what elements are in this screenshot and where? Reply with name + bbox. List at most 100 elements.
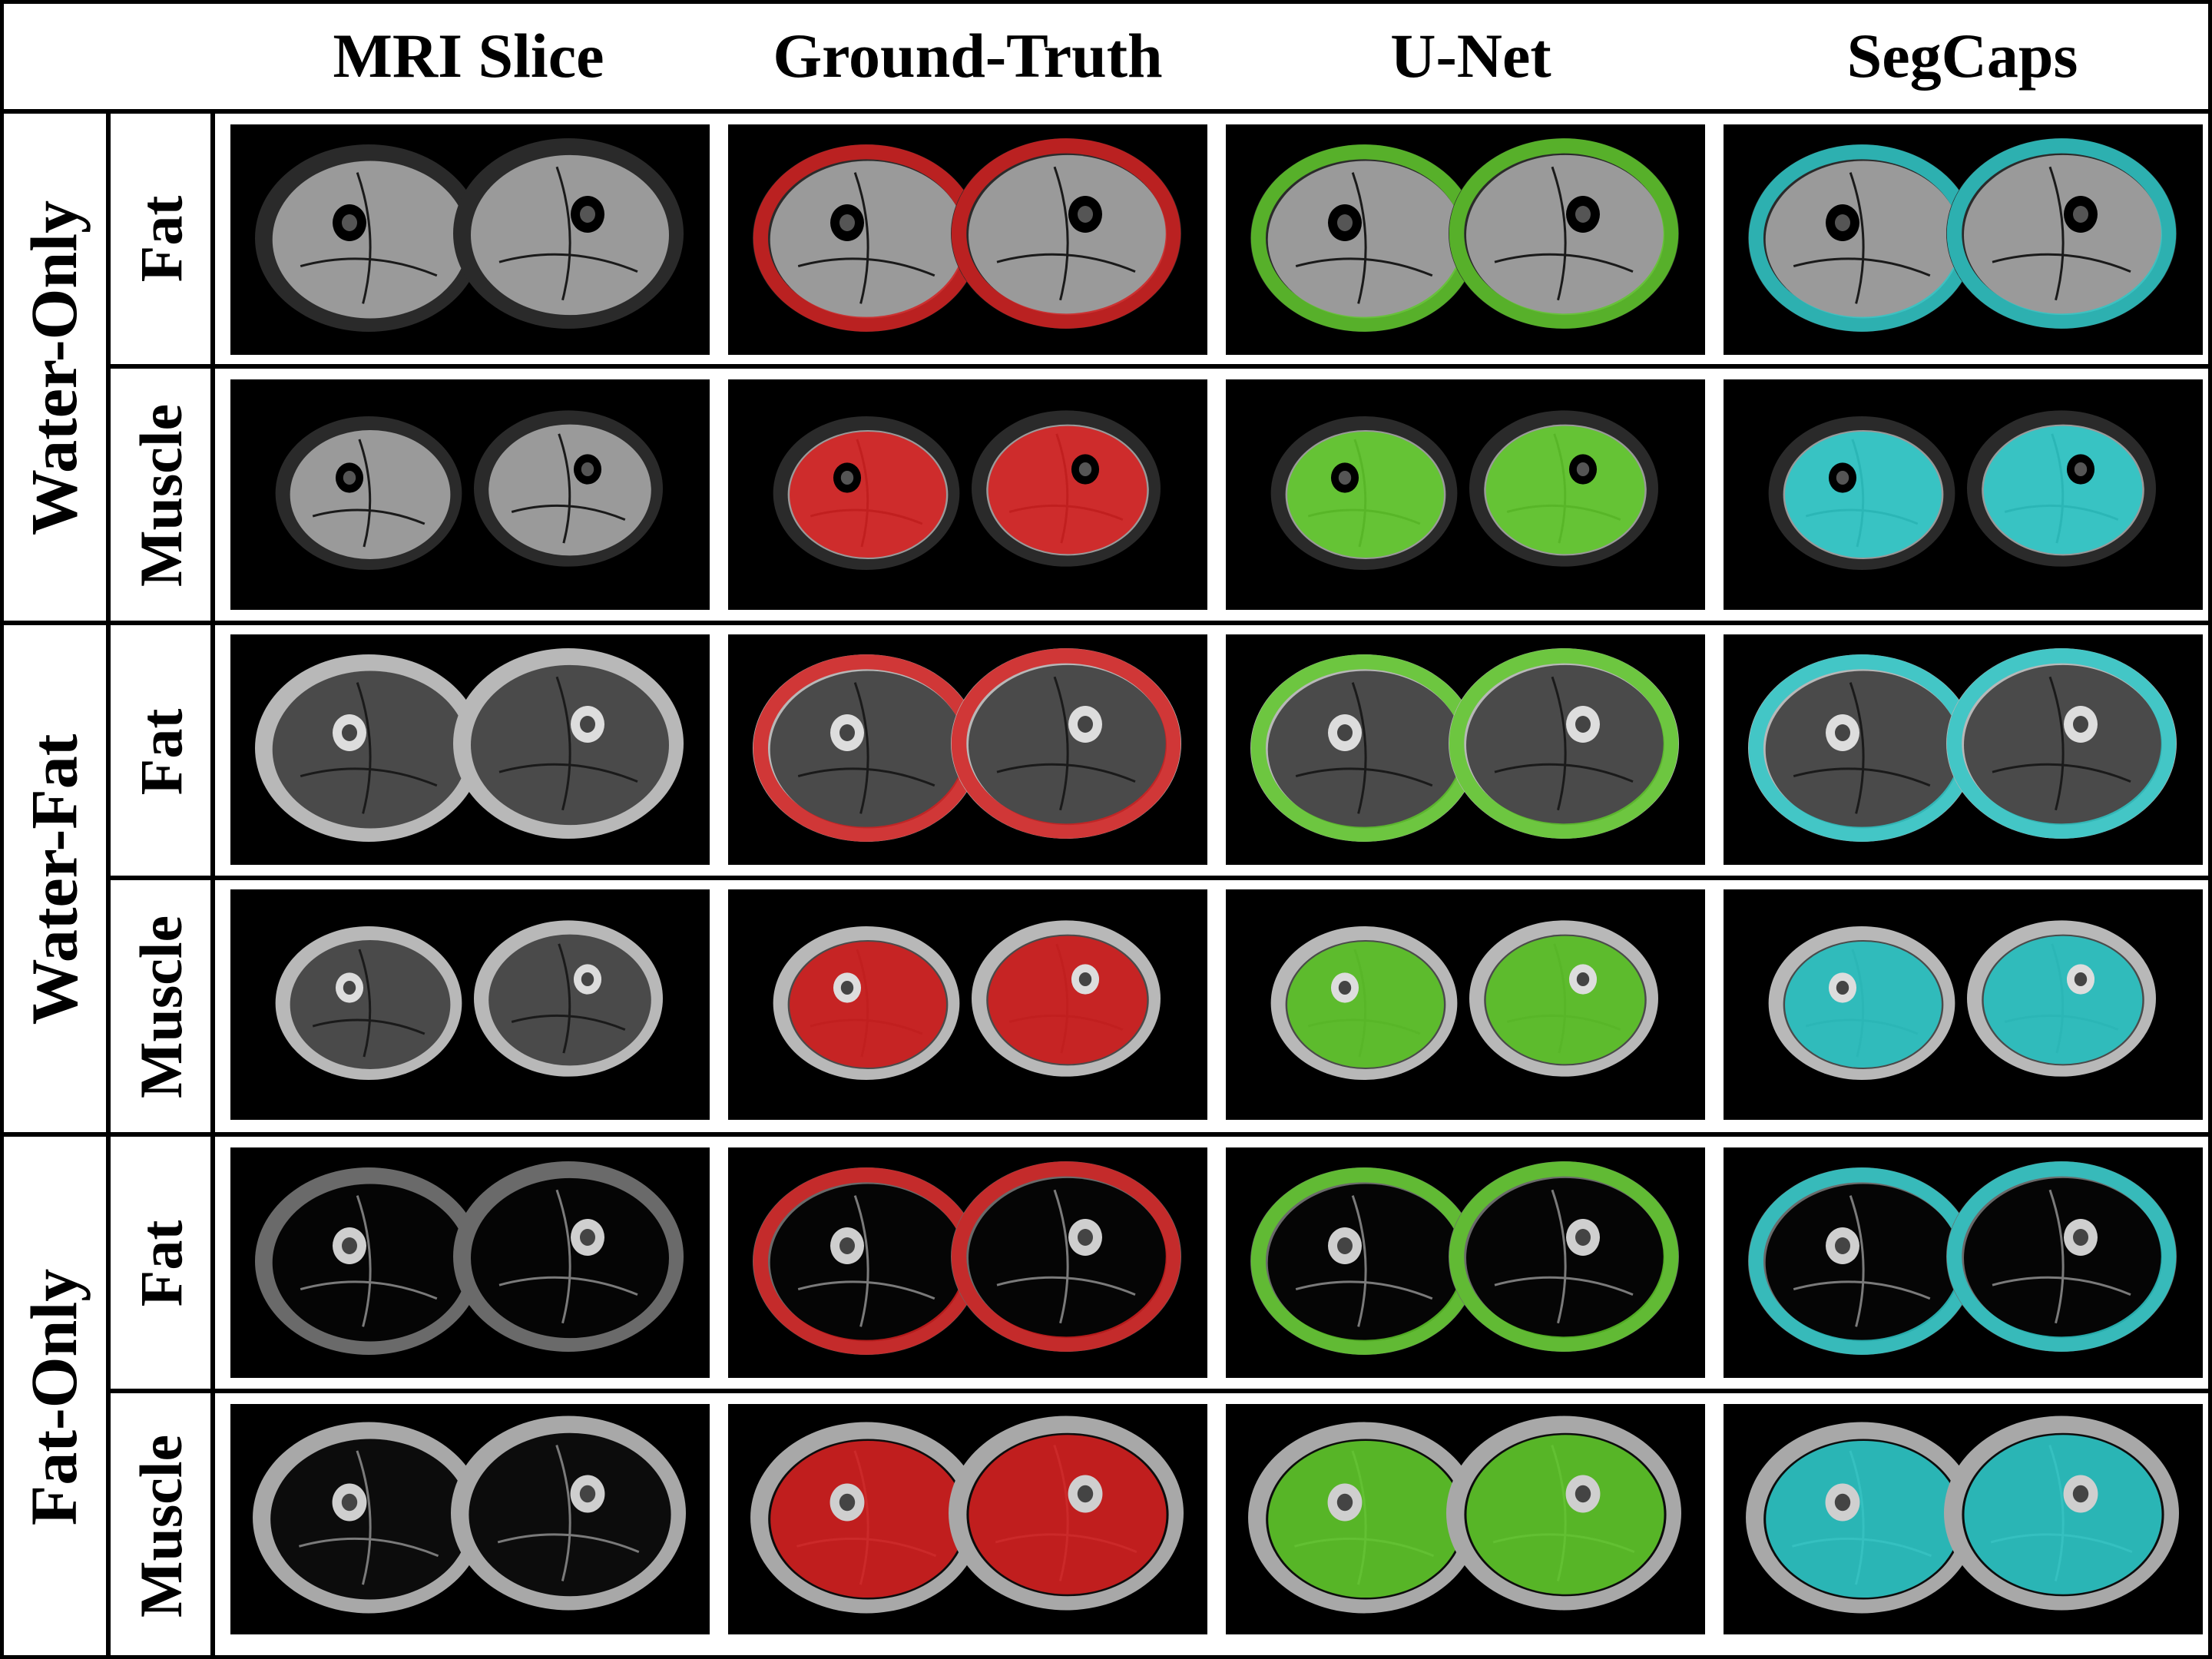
thigh-cross-section-right bbox=[1469, 920, 1658, 1077]
thigh-cross-section-left bbox=[255, 654, 482, 842]
thigh-cross-section-left bbox=[255, 1167, 482, 1355]
thigh-cross-section-right bbox=[474, 920, 663, 1077]
thigh-cross-section-right bbox=[474, 410, 663, 567]
group-label-water-only: Water-Only bbox=[0, 112, 108, 624]
col-header-unet: U-Net bbox=[1390, 21, 1551, 91]
frame-bottom bbox=[0, 1655, 2212, 1659]
thigh-cross-section-right bbox=[1449, 648, 1679, 839]
subrow-label-3-text: Fat bbox=[127, 708, 194, 796]
thigh-cross-section-right bbox=[453, 648, 684, 839]
mri-image-mri-row-6 bbox=[230, 1404, 710, 1634]
group-label-water-fat: Water-Fat bbox=[0, 624, 108, 1135]
subrow-label-2: Muscle bbox=[111, 369, 212, 622]
subrow-label-4: Muscle bbox=[111, 880, 212, 1134]
thigh-cross-section-right bbox=[972, 410, 1161, 567]
mri-image-ground-truth-row-2 bbox=[728, 379, 1207, 610]
subrow-label-6-text: Muscle bbox=[127, 1434, 195, 1618]
mri-image-unet-row-2 bbox=[1226, 379, 1705, 610]
thigh-cross-section-left bbox=[753, 144, 980, 332]
subrow-label-4-text: Muscle bbox=[127, 915, 195, 1099]
thigh-cross-section-left bbox=[1248, 1422, 1480, 1614]
group-label-fat-only: Fat-Only bbox=[0, 1135, 108, 1659]
thigh-cross-section-left bbox=[275, 416, 462, 571]
frame-right bbox=[2208, 0, 2212, 1659]
thigh-cross-section-left bbox=[253, 1422, 485, 1614]
subrow-label-2-text: Muscle bbox=[127, 403, 195, 588]
thigh-cross-section-right bbox=[949, 1416, 1184, 1611]
thigh-cross-section-right bbox=[951, 648, 1181, 839]
thigh-cross-section-left bbox=[753, 654, 980, 842]
thigh-cross-section-right bbox=[1449, 138, 1679, 329]
thigh-cross-section-right bbox=[951, 138, 1181, 329]
frame-left bbox=[0, 0, 4, 1659]
thigh-cross-section-left bbox=[1768, 416, 1955, 571]
thigh-cross-section-right bbox=[951, 1161, 1181, 1352]
mri-image-ground-truth-row-5 bbox=[728, 1147, 1207, 1378]
mri-image-mri-row-3 bbox=[230, 634, 710, 865]
mri-image-unet-row-1 bbox=[1226, 124, 1705, 355]
thigh-cross-section-left bbox=[1270, 416, 1458, 571]
group-divider-2 bbox=[0, 1132, 2212, 1137]
subrow-label-5: Fat bbox=[111, 1137, 212, 1390]
thigh-cross-section-left bbox=[1768, 926, 1955, 1081]
mri-image-segcaps-row-5 bbox=[1724, 1147, 2203, 1378]
thigh-cross-section-left bbox=[1250, 654, 1478, 842]
col-header-ground-truth: Ground-Truth bbox=[773, 21, 1163, 91]
thigh-cross-section-right bbox=[453, 138, 684, 329]
thigh-cross-section-left bbox=[1748, 144, 1975, 332]
mri-image-mri-row-2 bbox=[230, 379, 710, 610]
mri-image-segcaps-row-4 bbox=[1724, 889, 2203, 1120]
mri-image-unet-row-5 bbox=[1226, 1147, 1705, 1378]
frame-top bbox=[0, 0, 2212, 4]
subrow-label-3: Fat bbox=[111, 625, 212, 879]
mri-image-segcaps-row-3 bbox=[1724, 634, 2203, 865]
thigh-cross-section-left bbox=[750, 1422, 982, 1614]
subrow-divider-1 bbox=[108, 364, 2212, 369]
mri-image-mri-row-4 bbox=[230, 889, 710, 1120]
label-column-divider-1 bbox=[106, 109, 111, 1659]
group-label-fat-only-text: Fat-Only bbox=[17, 1268, 91, 1526]
mri-image-ground-truth-row-1 bbox=[728, 124, 1207, 355]
subrow-divider-3 bbox=[108, 1389, 2212, 1393]
thigh-cross-section-right bbox=[1446, 1416, 1681, 1611]
thigh-cross-section-left bbox=[1748, 654, 1975, 842]
group-divider-1 bbox=[0, 621, 2212, 625]
subrow-label-1-text: Fat bbox=[127, 195, 194, 283]
thigh-cross-section-left bbox=[1250, 1167, 1478, 1355]
thigh-cross-section-left bbox=[1250, 144, 1478, 332]
thigh-cross-section-left bbox=[753, 1167, 980, 1355]
mri-image-mri-row-1 bbox=[230, 124, 710, 355]
group-label-water-only-text: Water-Only bbox=[17, 200, 91, 536]
mri-image-unet-row-3 bbox=[1226, 634, 1705, 865]
group-label-water-fat-text: Water-Fat bbox=[17, 733, 91, 1025]
thigh-cross-section-right bbox=[451, 1416, 686, 1611]
thigh-cross-section-right bbox=[1449, 1161, 1679, 1352]
thigh-cross-section-right bbox=[1946, 648, 2177, 839]
subrow-label-6: Muscle bbox=[111, 1393, 212, 1659]
thigh-cross-section-right bbox=[1967, 410, 2156, 567]
col-header-mri-slice: MRI Slice bbox=[333, 21, 604, 91]
mri-image-ground-truth-row-6 bbox=[728, 1404, 1207, 1634]
mri-image-ground-truth-row-3 bbox=[728, 634, 1207, 865]
col-header-segcaps: SegCaps bbox=[1846, 21, 2078, 91]
thigh-cross-section-left bbox=[773, 416, 960, 571]
thigh-cross-section-left bbox=[773, 926, 960, 1081]
thigh-cross-section-left bbox=[1270, 926, 1458, 1081]
thigh-cross-section-left bbox=[1746, 1422, 1978, 1614]
thigh-cross-section-right bbox=[1469, 410, 1658, 567]
mri-image-mri-row-5 bbox=[230, 1147, 710, 1378]
thigh-cross-section-right bbox=[1946, 1161, 2177, 1352]
subrow-label-1: Fat bbox=[111, 112, 212, 366]
subrow-divider-2 bbox=[108, 876, 2212, 880]
header-divider bbox=[0, 109, 2212, 114]
mri-image-segcaps-row-2 bbox=[1724, 379, 2203, 610]
thigh-cross-section-right bbox=[453, 1161, 684, 1352]
mri-image-unet-row-6 bbox=[1226, 1404, 1705, 1634]
subrow-label-5-text: Fat bbox=[127, 1220, 194, 1307]
mri-image-ground-truth-row-4 bbox=[728, 889, 1207, 1120]
thigh-cross-section-right bbox=[1967, 920, 2156, 1077]
thigh-cross-section-right bbox=[1944, 1416, 2179, 1611]
thigh-cross-section-right bbox=[972, 920, 1161, 1077]
mri-image-segcaps-row-6 bbox=[1724, 1404, 2203, 1634]
